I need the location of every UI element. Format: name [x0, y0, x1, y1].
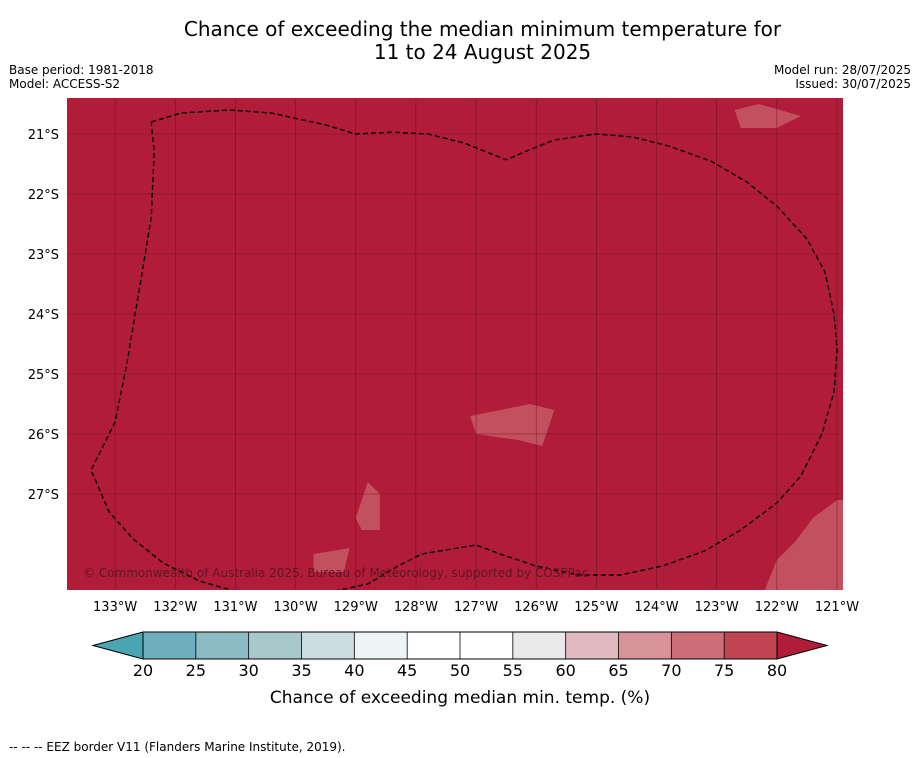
- x-tick-label: 127°W: [454, 600, 498, 615]
- meta-right: Model run: 28/07/2025 Issued: 30/07/2025: [774, 63, 911, 91]
- x-tick-label: 126°W: [514, 600, 558, 615]
- x-tick-label: 121°W: [815, 600, 859, 615]
- colorbar-tick-label: 30: [238, 661, 258, 680]
- colorbar-segment: [565, 632, 619, 659]
- colorbar-tick-label: 60: [555, 661, 575, 680]
- colorbar-tick-label: 80: [767, 661, 787, 680]
- colorbar-tick-label: 70: [661, 661, 681, 680]
- x-tick-label: 131°W: [213, 600, 257, 615]
- colorbar-segment: [248, 632, 302, 659]
- colorbar-tick-label: 75: [714, 661, 734, 680]
- chart-title: Chance of exceeding the median minimum t…: [0, 18, 919, 64]
- x-tick-label: 122°W: [755, 600, 799, 615]
- y-tick-label: 27°S: [28, 488, 59, 503]
- chart-title-line-2: 11 to 24 August 2025: [373, 40, 592, 64]
- colorbar-segment: [195, 632, 249, 659]
- y-tick-label: 22°S: [28, 188, 59, 203]
- colorbar-segment: [512, 632, 566, 659]
- x-tick-label: 130°W: [274, 600, 318, 615]
- light-patch: [776, 566, 843, 578]
- base-period-text: Base period: 1981-2018: [9, 63, 154, 77]
- light-patch: [470, 404, 555, 446]
- model-run-text: Model run: 28/07/2025: [773, 63, 911, 77]
- eez-footnote: -- -- -- EEZ border V11 (Flanders Marine…: [9, 740, 346, 754]
- light-patch: [313, 548, 350, 572]
- grid-lines: [67, 98, 843, 590]
- model-text: Model: ACCESS-S2: [9, 77, 121, 91]
- colorbar-segment: [460, 632, 513, 659]
- chart-title-line-1: Chance of exceeding the median minimum t…: [183, 17, 782, 41]
- colorbar-segment: [407, 632, 460, 659]
- light-patch: [837, 518, 843, 536]
- colorbar-tick-label: 40: [344, 661, 364, 680]
- x-tick-label: 133°W: [93, 600, 137, 615]
- colorbar-segment: [618, 632, 672, 659]
- x-tick-label: 125°W: [574, 600, 618, 615]
- meta-left: Base period: 1981-2018 Model: ACCESS-S2: [9, 63, 154, 91]
- x-tick-label: 123°W: [695, 600, 739, 615]
- colorbar-tick-label: 55: [503, 661, 523, 680]
- colorbar-segment: [143, 632, 196, 659]
- colorbar-segment: [354, 632, 408, 659]
- colorbar-tick-label: 25: [186, 661, 206, 680]
- colorbar-tick-label: 50: [450, 661, 470, 680]
- colorbar-extend-low: [91, 631, 144, 660]
- y-tick-label: 21°S: [28, 128, 59, 143]
- issued-text: Issued: 30/07/2025: [795, 77, 911, 91]
- colorbar-segment: [724, 632, 777, 659]
- eez-border-line: [90, 109, 838, 590]
- x-tick-label: 124°W: [634, 600, 678, 615]
- forecast-field: [67, 98, 843, 590]
- y-tick-label: 26°S: [28, 428, 59, 443]
- y-tick-label: 24°S: [28, 308, 59, 323]
- colorbar-segment: [301, 632, 355, 659]
- y-tick-label: 23°S: [28, 248, 59, 263]
- light-patch: [734, 104, 801, 128]
- colorbar-frame: [142, 631, 778, 660]
- colorbar-tick-label: 65: [608, 661, 628, 680]
- x-tick-label: 128°W: [394, 600, 438, 615]
- colorbar-tick-label: 20: [133, 661, 153, 680]
- y-tick-label: 25°S: [28, 368, 59, 383]
- copyright-text: © Commonwealth of Australia 2025, Bureau…: [83, 566, 588, 580]
- x-tick-label: 132°W: [153, 600, 197, 615]
- chart-svg: © Commonwealth of Australia 2025, Bureau…: [28, 98, 859, 708]
- plot-area: © Commonwealth of Australia 2025, Bureau…: [67, 98, 843, 590]
- y-axis: 21°S 22°S 23°S 24°S 25°S 26°S 27°S: [28, 128, 59, 503]
- colorbar-tick-label: 45: [397, 661, 417, 680]
- x-axis: 133°W 132°W 131°W 130°W 129°W 128°W 127°W 126°W…: [93, 600, 859, 615]
- x-tick-label: 129°W: [334, 600, 378, 615]
- colorbar: 20 25 30 35 40 45 50 55 60 65 70 75 80: [91, 631, 829, 680]
- colorbar-tick-label: 35: [291, 661, 311, 680]
- colorbar-label: Chance of exceeding median min. temp. (%…: [270, 688, 650, 708]
- colorbar-segment: [671, 632, 725, 659]
- colorbar-extend-high: [776, 631, 829, 660]
